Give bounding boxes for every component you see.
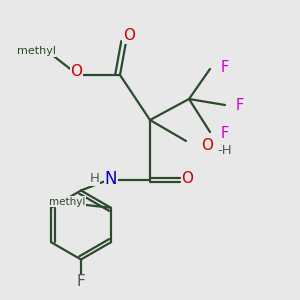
Text: O: O xyxy=(201,138,213,153)
Text: O: O xyxy=(70,64,83,80)
Text: F: F xyxy=(221,60,229,75)
Text: N: N xyxy=(105,169,117,188)
Text: H: H xyxy=(90,172,99,185)
Text: F: F xyxy=(76,274,85,290)
Text: O: O xyxy=(123,28,135,44)
Text: methyl: methyl xyxy=(16,46,56,56)
Text: methyl: methyl xyxy=(49,197,86,207)
Text: F: F xyxy=(221,126,229,141)
Text: O: O xyxy=(182,171,194,186)
Text: -H: -H xyxy=(218,143,232,157)
Text: F: F xyxy=(236,98,244,112)
